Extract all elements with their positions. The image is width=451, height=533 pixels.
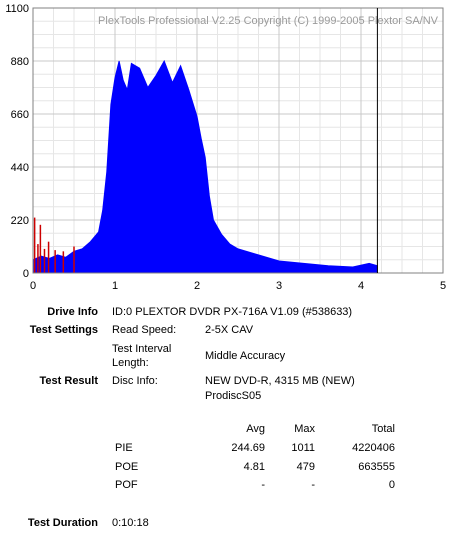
row-max: 1011 (291, 442, 315, 454)
disc-info-label: Disc Info: (112, 375, 158, 387)
read-speed-value: 2-5X CAV (205, 324, 254, 336)
test-result-label: Test Result (39, 375, 98, 387)
test-settings-label: Test Settings (29, 324, 98, 336)
row-total: 0 (388, 479, 395, 491)
row-name: POF (115, 479, 138, 491)
col-header-max: Max (294, 423, 315, 435)
plot-frame (32, 7, 444, 274)
drive-info-value: ID:0 PLEXTOR DVDR PX-716A V1.09 (#538633… (112, 306, 353, 318)
pie-chart: PlexTools Professional V2.25 Copyright (… (5, 3, 446, 292)
chart-series (32, 59, 378, 274)
y-tick-label: 0 (23, 268, 29, 280)
row-name: POE (115, 461, 139, 473)
chart-title: PlexTools Professional V2.25 Copyright (… (98, 15, 439, 27)
y-tick-label: 880 (11, 56, 29, 68)
row-max: 479 (296, 461, 315, 473)
y-tick-label: 660 (11, 109, 29, 121)
disc-info-line2: ProdiscS05 (205, 390, 262, 402)
test-interval-value: Middle Accuracy (205, 350, 286, 362)
x-tick-label: 3 (276, 280, 282, 292)
x-tick-label: 5 (440, 280, 446, 292)
test-interval-label-line1: Test Interval (112, 343, 172, 355)
row-avg: - (261, 479, 265, 491)
y-tick-label: 1100 (5, 3, 29, 15)
x-tick-label: 4 (358, 280, 364, 292)
x-axis-ticks: 0 1 2 3 4 5 (30, 280, 446, 292)
series-area-pie (32, 59, 378, 274)
y-axis-ticks: 1100 880 660 440 220 0 (5, 3, 29, 280)
test-interval-label-line2: Length: (112, 357, 149, 369)
x-tick-label: 2 (194, 280, 200, 292)
row-avg: 244.69 (231, 442, 265, 454)
read-speed-label: Read Speed: (112, 324, 177, 336)
y-tick-label: 220 (11, 215, 29, 227)
test-duration-label: Test Duration (27, 517, 98, 529)
y-tick-label: 440 (11, 162, 29, 174)
row-max: - (311, 479, 315, 491)
disc-info-line1: NEW DVD-R, 4315 MB (NEW) (205, 375, 355, 387)
row-total: 4220406 (352, 442, 395, 454)
chart-grid (33, 8, 443, 273)
col-header-avg: Avg (246, 423, 265, 435)
x-tick-label: 1 (112, 280, 118, 292)
col-header-total: Total (371, 423, 395, 435)
x-tick-label: 0 (30, 280, 36, 292)
row-name: PIE (115, 442, 133, 454)
row-avg: 4.81 (243, 461, 265, 473)
row-total: 663555 (358, 461, 395, 473)
test-duration-value: 0:10:18 (112, 517, 149, 529)
drive-info-label: Drive Info (47, 306, 98, 318)
